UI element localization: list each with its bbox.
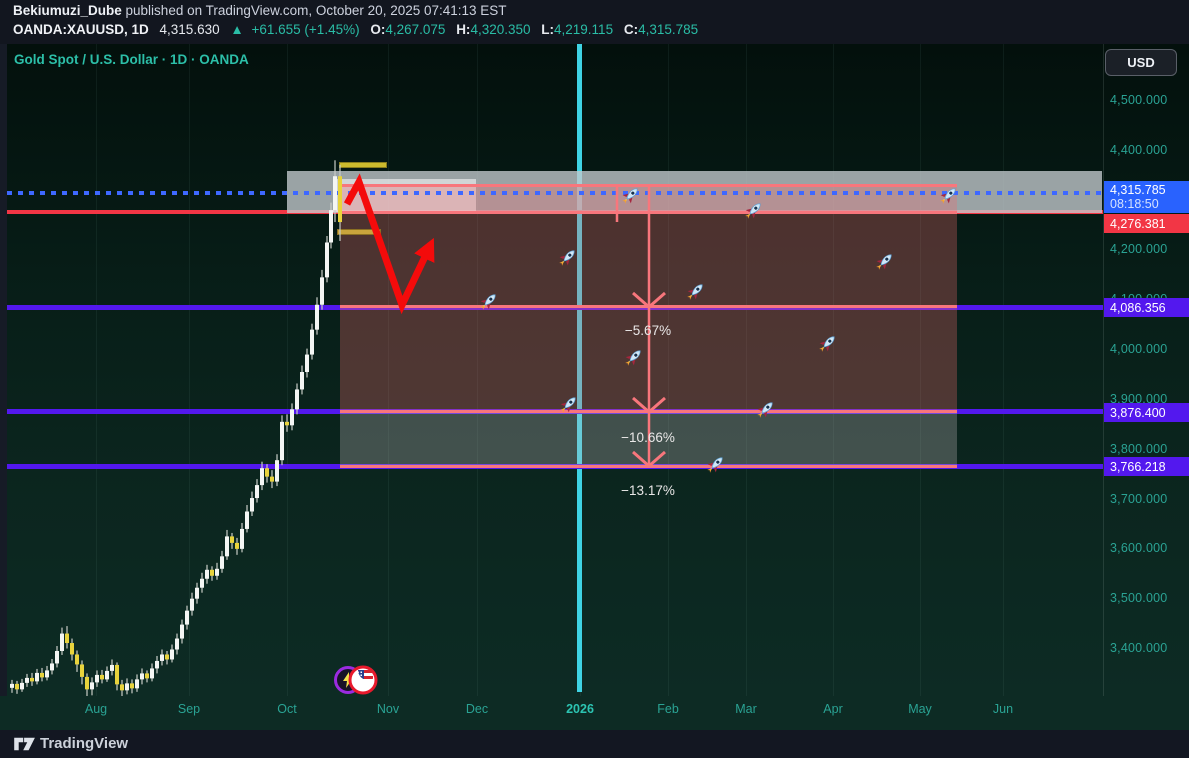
price-tick: 4,400.000 [1110,142,1168,157]
price-tick: 3,900.000 [1110,391,1168,406]
grid-line [746,44,747,696]
grid-line [96,44,97,696]
price-badge-current: 4,315.785 08:18:50 [1104,181,1189,213]
year-divider-line[interactable] [577,44,582,692]
price-badge-level3: 3,766.218 [1104,457,1189,476]
footer-bar: TradingView [0,730,1189,758]
footer-brand: TradingView [40,735,129,752]
time-tick: Sep [177,702,201,716]
grid-line [1003,44,1004,696]
price-tick: 4,000.000 [1110,342,1168,357]
symbol-quote-bar: OANDA:XAUUSD, 1D 4,315.630 ▲ +61.655 (+1… [13,22,698,37]
open-label: O: [370,22,386,37]
price-tick: 4,200.000 [1110,242,1168,257]
time-tick: 2026 [566,702,594,716]
time-tick: Nov [376,702,400,716]
percent-labels-layer: −5.67% −10.66% −13.17% [0,44,1189,696]
close-label: C: [623,22,639,37]
time-tick: Feb [657,702,679,716]
price-axis-separator [1103,44,1104,730]
price-tick: 3,400.000 [1110,641,1168,655]
grid-line [920,44,921,696]
price-badge-level1: 4,086.356 [1104,298,1189,317]
open-value: 4,267.075 [385,22,446,37]
time-tick: Apr [823,702,843,716]
time-tick: Jun [992,702,1014,716]
price-tick: 3,800.000 [1110,441,1168,456]
high-label: H: [456,22,471,37]
time-tick: Oct [277,702,297,716]
author-name[interactable]: Bekiumuzi_Dube [13,3,122,18]
low-label: L: [541,22,555,37]
time-tick: Dec [465,702,489,716]
price-change: +61.655 (+1.45%) [251,22,360,37]
close-value: 4,315.785 [638,22,699,37]
percent-label: −5.67% [624,323,672,338]
time-axis[interactable]: Aug Sep Oct Nov Dec 2026 Feb Mar Apr May Jun [0,696,1189,730]
left-margin-strip [0,44,7,730]
last-price: 4,315.630 [159,22,220,37]
grid-line [388,44,389,696]
price-tick: 3,700.000 [1110,491,1168,506]
price-tick: 3,500.000 [1110,591,1168,606]
countdown-timer: 08:18:50 [1110,197,1159,211]
chart-plot-area[interactable]: −5.67% −10.66% −13.17% Gold Spot / U.S. Do… [0,44,1189,730]
percent-label: −13.17% [621,483,675,498]
target-line-salmon[interactable] [340,184,957,187]
chart-title: Gold Spot / U.S. Dollar · 1D · OANDA [14,52,249,67]
price-tick: 4,500.000 [1110,93,1168,107]
time-tick: Mar [735,702,757,716]
grid-line [668,44,669,696]
current-price-line[interactable] [7,190,1103,195]
grid-line [833,44,834,696]
price-badge-level2: 3,876.400 [1104,403,1189,422]
publish-info: published on TradingView.com, October 20… [121,3,507,18]
currency-button[interactable]: USD [1105,49,1177,76]
price-badge-alert: 4,276.381 [1104,214,1189,233]
grid-line [189,44,190,696]
percent-label: −10.66% [621,430,675,445]
low-value: 4,219.115 [554,22,614,37]
time-tick: Aug [84,702,108,716]
publish-line: Bekiumuzi_Dube published on TradingView.… [13,3,507,18]
symbol-name[interactable]: OANDA:XAUUSD, 1D [13,22,149,37]
price-tick: 3,600.000 [1110,541,1168,556]
change-arrow-icon: ▲ [230,22,244,37]
grid-line [477,44,478,696]
badge-price: 4,315.785 [1110,183,1166,197]
high-value: 4,320.350 [470,22,531,37]
published-info-bar: Bekiumuzi_Dube published on TradingView.… [0,0,1189,44]
time-tick: May [908,702,932,716]
tradingview-logo[interactable] [13,735,37,753]
grid-line [287,44,288,696]
